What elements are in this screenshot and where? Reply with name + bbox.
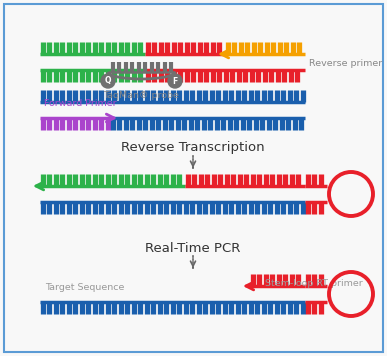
Text: Stem-loop RT primer: Stem-loop RT primer (265, 279, 363, 288)
Text: Real-Time PCR: Real-Time PCR (145, 241, 241, 255)
Text: Q: Q (105, 77, 111, 85)
Text: Target Sequence: Target Sequence (45, 283, 124, 292)
Text: F: F (172, 77, 178, 85)
Text: TaqMan® probe: TaqMan® probe (104, 91, 180, 100)
Circle shape (101, 74, 115, 88)
Text: Forward Primer: Forward Primer (44, 99, 116, 108)
Text: Reverse primer: Reverse primer (309, 59, 382, 68)
Text: Reverse Transcription: Reverse Transcription (121, 141, 265, 155)
Circle shape (168, 74, 182, 88)
FancyBboxPatch shape (4, 4, 383, 352)
